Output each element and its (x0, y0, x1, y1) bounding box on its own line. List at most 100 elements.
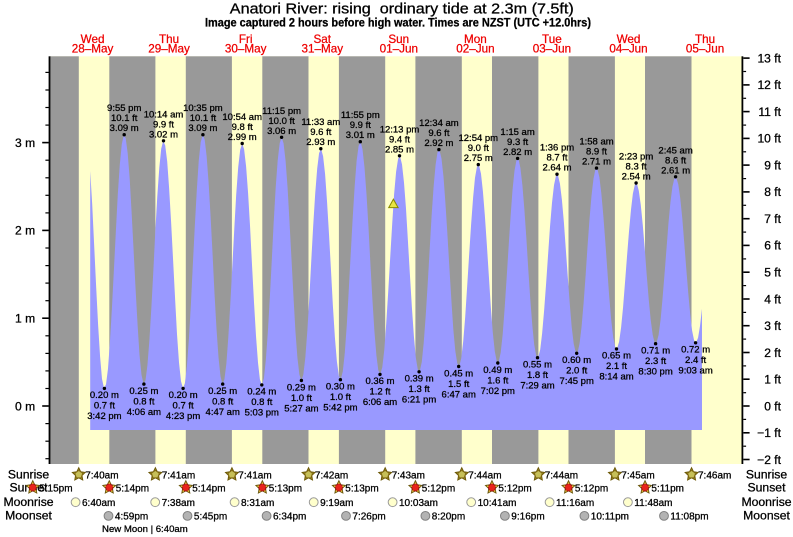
svg-text:2.92 m: 2.92 m (424, 138, 453, 149)
svg-text:7:44am: 7:44am (468, 470, 501, 481)
svg-text:11:08pm: 11:08pm (670, 512, 708, 523)
svg-text:7:41am: 7:41am (162, 470, 195, 481)
svg-text:3.01 m: 3.01 m (346, 130, 375, 141)
svg-text:0 ft: 0 ft (764, 399, 781, 413)
svg-text:10.1 ft: 10.1 ft (111, 113, 138, 124)
svg-text:2.82 m: 2.82 m (503, 147, 532, 158)
svg-text:8.9 ft: 8.9 ft (586, 147, 607, 158)
svg-text:11:15 pm: 11:15 pm (262, 106, 301, 117)
svg-text:−2 ft: −2 ft (757, 453, 782, 467)
svg-text:5 ft: 5 ft (764, 266, 781, 280)
svg-text:0.8 ft: 0.8 ft (251, 397, 272, 408)
svg-text:8.6 ft: 8.6 ft (665, 155, 686, 166)
svg-text:Mon: Mon (464, 33, 487, 46)
svg-text:−1 ft: −1 ft (757, 426, 782, 440)
svg-text:2.3 ft: 2.3 ft (645, 356, 666, 367)
svg-text:7:38am: 7:38am (162, 498, 195, 509)
svg-text:5:14pm: 5:14pm (192, 483, 225, 494)
svg-text:3.02 m: 3.02 m (149, 129, 178, 140)
svg-text:7:41am: 7:41am (238, 470, 271, 481)
svg-text:5:45pm: 5:45pm (194, 512, 227, 523)
svg-text:9 ft: 9 ft (764, 158, 781, 172)
svg-text:12:34 am: 12:34 am (419, 118, 459, 129)
svg-text:8:31am: 8:31am (241, 498, 274, 509)
svg-text:Thu: Thu (159, 33, 179, 46)
svg-text:0 m: 0 m (15, 399, 35, 413)
svg-text:30–May: 30–May (225, 42, 267, 55)
svg-text:2 ft: 2 ft (764, 346, 781, 360)
svg-text:8 ft: 8 ft (764, 185, 781, 199)
svg-text:Wed: Wed (81, 33, 105, 46)
svg-text:11:33 am: 11:33 am (301, 117, 340, 128)
svg-text:Anatori River: rising ordinar: Anatori River: rising ordinary tide at 2… (230, 2, 574, 18)
svg-text:0.25 m: 0.25 m (129, 386, 158, 397)
svg-text:9:19am: 9:19am (320, 498, 353, 509)
svg-text:0.25 m: 0.25 m (208, 386, 237, 397)
svg-text:3.06 m: 3.06 m (267, 126, 296, 137)
svg-text:7:46am: 7:46am (698, 470, 731, 481)
svg-text:10:41am: 10:41am (478, 498, 517, 509)
svg-text:2.85 m: 2.85 m (385, 144, 414, 155)
svg-text:0.7 ft: 0.7 ft (173, 401, 194, 412)
svg-text:12:13 pm: 12:13 pm (380, 124, 420, 135)
svg-text:7:45am: 7:45am (621, 470, 654, 481)
svg-text:5:13pm: 5:13pm (269, 483, 302, 494)
svg-text:8:20pm: 8:20pm (432, 512, 465, 523)
svg-text:3:42 pm: 3:42 pm (87, 411, 121, 422)
svg-text:3 ft: 3 ft (764, 319, 781, 333)
svg-text:8.3 ft: 8.3 ft (626, 162, 647, 173)
svg-text:0.36 m: 0.36 m (365, 376, 394, 387)
svg-text:05–Jun: 05–Jun (686, 42, 724, 55)
svg-text:8.7 ft: 8.7 ft (546, 153, 567, 164)
svg-text:7:43am: 7:43am (392, 470, 425, 481)
svg-text:1.0 ft: 1.0 ft (291, 393, 312, 404)
svg-text:2.64 m: 2.64 m (542, 163, 571, 174)
svg-text:4:23 pm: 4:23 pm (166, 411, 200, 422)
svg-text:10:54 am: 10:54 am (222, 112, 262, 123)
svg-text:9:16pm: 9:16pm (511, 512, 544, 523)
svg-text:9.6 ft: 9.6 ft (310, 127, 331, 138)
svg-text:7:02 pm: 7:02 pm (481, 386, 515, 397)
svg-text:9:55 pm: 9:55 pm (107, 103, 141, 114)
svg-text:4:59pm: 4:59pm (115, 512, 148, 523)
svg-text:2.0 ft: 2.0 ft (566, 366, 587, 377)
svg-text:Moonset: Moonset (5, 509, 52, 523)
svg-text:1.5 ft: 1.5 ft (448, 379, 469, 390)
svg-text:5:12pm: 5:12pm (575, 483, 608, 494)
svg-text:0.24 m: 0.24 m (247, 387, 276, 398)
svg-text:5:27 am: 5:27 am (284, 403, 318, 414)
svg-text:1:15 am: 1:15 am (500, 127, 534, 138)
svg-text:0.72 m: 0.72 m (681, 345, 710, 356)
svg-text:6:40am: 6:40am (82, 498, 115, 509)
svg-text:31–May: 31–May (302, 42, 344, 55)
svg-text:3.09 m: 3.09 m (188, 123, 217, 134)
svg-text:11 ft: 11 ft (758, 105, 781, 119)
svg-text:9.6 ft: 9.6 ft (428, 128, 449, 139)
svg-text:3.09 m: 3.09 m (110, 123, 139, 134)
svg-text:10.0 ft: 10.0 ft (268, 116, 295, 127)
svg-text:01–Jun: 01–Jun (380, 42, 418, 55)
svg-text:6:06 am: 6:06 am (363, 397, 397, 408)
svg-text:03–Jun: 03–Jun (533, 42, 571, 55)
svg-text:7:29 am: 7:29 am (520, 381, 554, 392)
svg-text:Wed: Wed (617, 33, 641, 46)
svg-text:Tue: Tue (542, 33, 562, 46)
svg-text:1.0 ft: 1.0 ft (330, 392, 351, 403)
svg-text:2.93 m: 2.93 m (306, 137, 335, 148)
svg-text:0.7 ft: 0.7 ft (94, 401, 115, 412)
svg-text:12:54 pm: 12:54 pm (458, 133, 498, 144)
svg-text:10:11pm: 10:11pm (591, 512, 629, 523)
svg-text:2.54 m: 2.54 m (622, 172, 651, 183)
svg-text:9.4 ft: 9.4 ft (389, 134, 410, 145)
svg-text:0.45 m: 0.45 m (444, 368, 473, 379)
svg-text:0.29 m: 0.29 m (287, 382, 316, 393)
svg-text:2.99 m: 2.99 m (228, 132, 257, 143)
svg-text:1 ft: 1 ft (764, 373, 781, 387)
svg-text:0.60 m: 0.60 m (562, 355, 591, 366)
svg-text:6:47 am: 6:47 am (442, 389, 476, 400)
svg-text:0.55 m: 0.55 m (523, 360, 552, 371)
svg-text:9:03 am: 9:03 am (678, 366, 712, 377)
svg-text:4:06 am: 4:06 am (127, 407, 161, 418)
svg-text:4 ft: 4 ft (764, 292, 781, 306)
svg-text:2.1 ft: 2.1 ft (606, 361, 627, 372)
